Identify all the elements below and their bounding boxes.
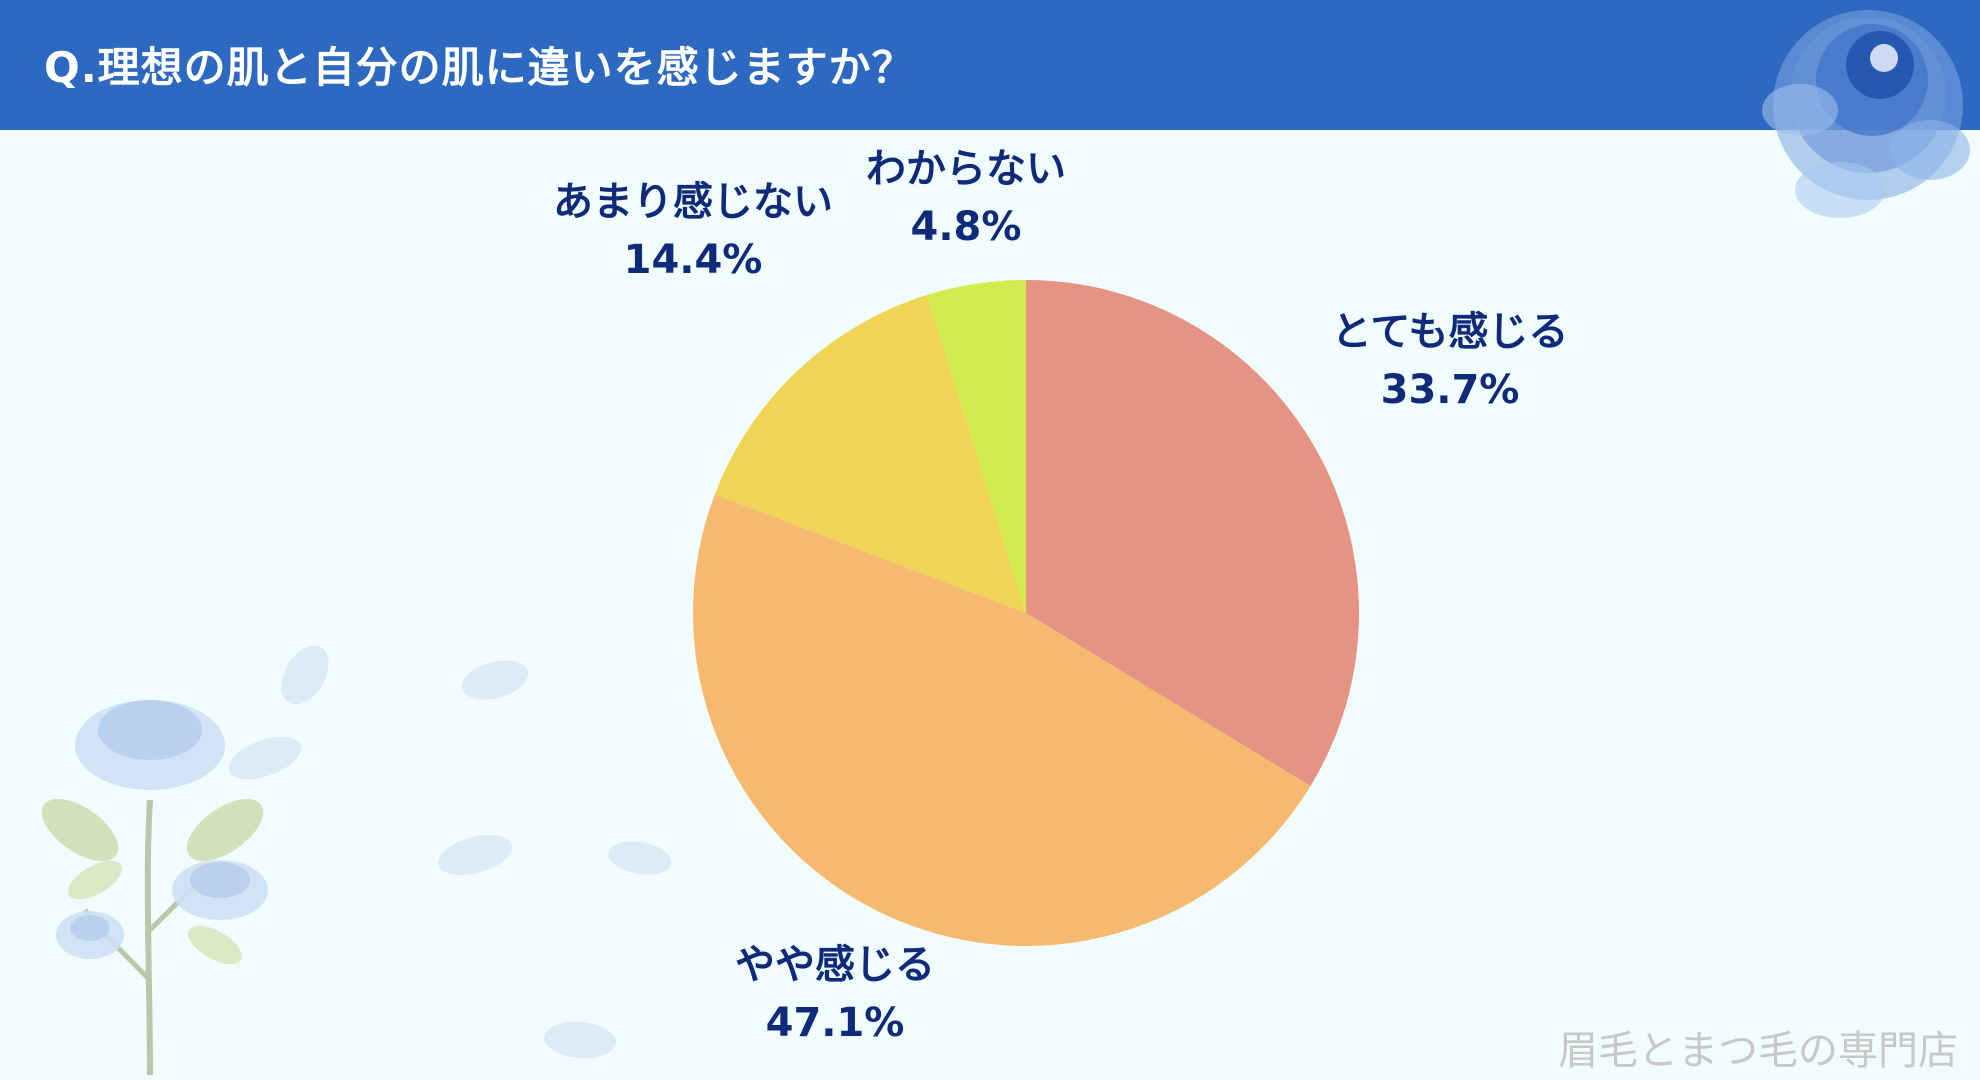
pie-slice-4 xyxy=(927,280,1026,613)
slice-value-label-3: 14.4% xyxy=(624,237,763,283)
slice-value-label-4: 4.8% xyxy=(911,204,1022,250)
rose-illustration-top-right xyxy=(1762,10,1970,218)
petal-decorations xyxy=(228,645,672,1059)
pie-slice-3 xyxy=(714,295,1026,613)
rose-illustration-bottom-left xyxy=(41,700,268,1076)
header-bar xyxy=(0,0,1980,130)
slice-label-3: あまり感じない xyxy=(553,179,833,225)
slice-label-2: やや感じる xyxy=(735,942,935,988)
pie-slice-2 xyxy=(693,494,1311,946)
slice-value-label-1: 33.7% xyxy=(1381,367,1520,413)
slice-label-1: とても感じる xyxy=(1332,309,1569,355)
slice-label-4: わからない xyxy=(866,146,1066,192)
pie-slice-1 xyxy=(1026,280,1359,787)
watermark-text: 眉毛とまつ毛の専門店 xyxy=(1558,1028,1958,1074)
page-title: Q.理想の肌と自分の肌に違いを感じますか？ xyxy=(44,43,915,92)
slice-value-label-2: 47.1% xyxy=(766,1000,905,1046)
